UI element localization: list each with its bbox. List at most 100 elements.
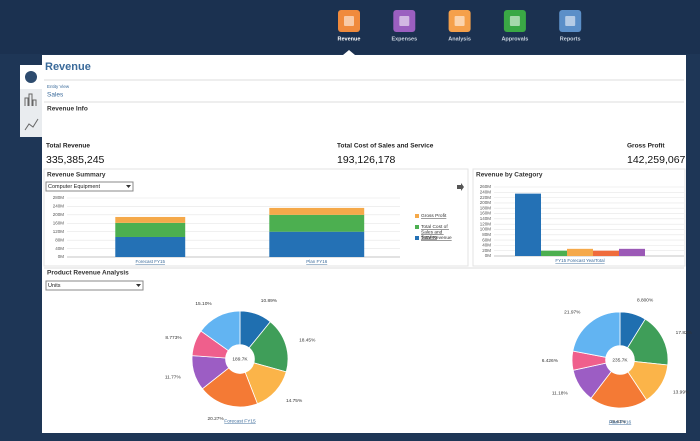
x-tick-label[interactable]: Forecast FY15 [135,259,165,264]
y-tick-label: 180M [480,205,492,210]
donut-slice[interactable] [200,310,241,352]
chart-title: Revenue by Category [476,172,543,179]
slice-label: 8.773% [165,335,182,341]
y-tick-label: 280M [53,195,65,200]
y-tick-label: 200M [480,200,492,205]
y-tick-label: 40M [482,243,491,248]
nav-label[interactable]: Analysis [448,36,471,42]
legend-swatch [415,236,419,240]
bar [515,193,541,256]
y-tick-label: 200M [53,212,65,217]
dropdown[interactable] [45,280,144,291]
kpi-label: Gross Profit [627,143,665,150]
entity-label: Entity View [47,84,70,89]
bar-segment [269,207,365,215]
tab-icon-bars[interactable] [24,93,37,106]
tab-icon-trend[interactable] [24,118,39,131]
entity-value[interactable]: Sales [47,92,64,99]
dropdown-arrow [136,284,141,287]
y-tick-label: 40M [55,246,64,251]
slice-label: 21.97% [564,310,581,316]
donut-center-label: 235.7K [612,357,628,363]
slice-label: 6.426% [542,358,559,364]
dropdown-value: Computer Equipment [48,184,100,190]
y-tick-label: 260M [480,184,492,189]
y-tick-label: 220M [480,195,492,200]
y-tick-label: 120M [53,229,65,234]
legend-swatch [415,214,419,218]
slice-label: 8.800% [637,298,654,304]
y-tick-label: 240M [480,189,492,194]
dropdown-arrow [126,185,131,188]
legend-label[interactable]: Total Cost of Sales and Service [421,224,449,241]
bar-segment [269,214,365,232]
tab-icon-dashboard [25,71,37,83]
bar [619,248,645,256]
nav-label[interactable]: Revenue [338,36,361,42]
nav-glyph [509,16,520,26]
slice-label: 14.75% [286,398,303,404]
section-title: Product Revenue Analysis [47,270,129,277]
y-tick-label: 80M [55,237,64,242]
kpi-value: 193,126,178 [337,154,396,166]
bar-segment [269,231,365,257]
y-tick-label: 240M [53,204,65,209]
section-title: Revenue Info [47,106,88,113]
nav-label[interactable]: Expenses [391,36,417,42]
donut-slice[interactable] [201,367,258,408]
slice-label: 15.10% [195,301,212,307]
y-tick-label: 140M [480,216,492,221]
legend-label[interactable]: Total Revenue [421,235,452,241]
y-tick-label: 80M [482,232,491,237]
y-tick-label: 20M [482,248,491,253]
bar [567,248,593,256]
y-tick-label: 0M [485,253,492,258]
donut-caption[interactable]: Plan FY16 [609,419,632,425]
kpi-label: Total Cost of Sales and Service [337,143,434,150]
slice-label: 17.82% [676,330,693,336]
nav-selected [343,50,355,55]
slice-label: 20.27% [207,416,224,422]
bar-segment [115,216,186,223]
x-tick-label[interactable]: Plan FY16 [306,259,328,264]
page-title: Revenue [45,61,91,73]
donut-center-label: 189.7K [232,356,248,362]
y-tick-label: 160M [53,220,65,225]
dropdown[interactable] [45,181,134,192]
nav-glyph [399,16,410,26]
slice-label: 18.45% [299,338,316,344]
side-tabs [20,89,42,137]
kpi-label: Total Revenue [46,143,90,150]
bar [593,250,619,256]
y-tick-label: 100M [480,227,492,232]
slice-label: 11.18% [552,391,569,397]
summary-panel [43,168,469,267]
export-icon[interactable] [457,183,464,191]
y-tick-label: 0M [58,254,65,259]
legend-swatch [415,225,419,229]
legend-label[interactable]: Gross Profit [421,213,447,219]
nav-label[interactable]: Approvals [501,36,528,42]
nav-label[interactable]: Reports [560,36,581,42]
slice-label: 19.63% [610,419,627,425]
x-axis-label[interactable]: FY15 Forecast YearTotal [555,258,604,263]
bar [541,250,567,256]
donut-slice[interactable] [572,311,621,358]
kpi-value: 142,259,067 [627,154,686,166]
y-tick-label: 60M [482,237,491,242]
bar-segment [115,236,186,257]
donut-caption[interactable]: Forecast FY15 [224,418,256,424]
bar-segment [115,222,186,237]
dropdown-value: Units [48,283,61,289]
slice-label: 11.77% [165,375,182,381]
chart-title: Revenue Summary [47,172,106,179]
y-tick-label: 160M [480,211,492,216]
nav-glyph [454,16,465,26]
category-panel [472,168,686,267]
y-tick-label: 120M [480,221,492,226]
kpi-value: 335,385,245 [46,154,105,166]
nav-glyph [344,16,354,26]
slice-label: 13.99% [673,389,690,395]
